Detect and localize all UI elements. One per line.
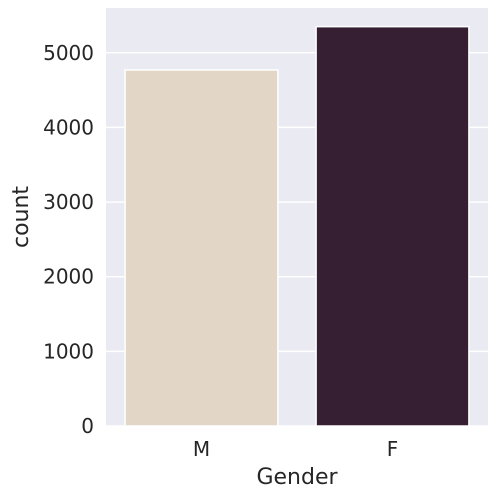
y-tick-label: 4000 (43, 115, 94, 139)
x-tick-label-m: M (193, 437, 210, 461)
bars (124, 25, 470, 427)
y-tick-label: 2000 (43, 265, 94, 289)
y-axis-ticks: 0 1000 2000 3000 4000 5000 (43, 41, 94, 438)
x-tick-label-f: F (387, 437, 399, 461)
y-tick-label: 3000 (43, 190, 94, 214)
y-tick-label: 0 (81, 414, 94, 438)
bar-f (315, 25, 470, 427)
x-axis-label: Gender (256, 465, 338, 490)
y-tick-label: 1000 (43, 339, 94, 363)
y-axis-label: count (9, 186, 34, 248)
bar-m (124, 69, 279, 427)
y-tick-label: 5000 (43, 41, 94, 65)
